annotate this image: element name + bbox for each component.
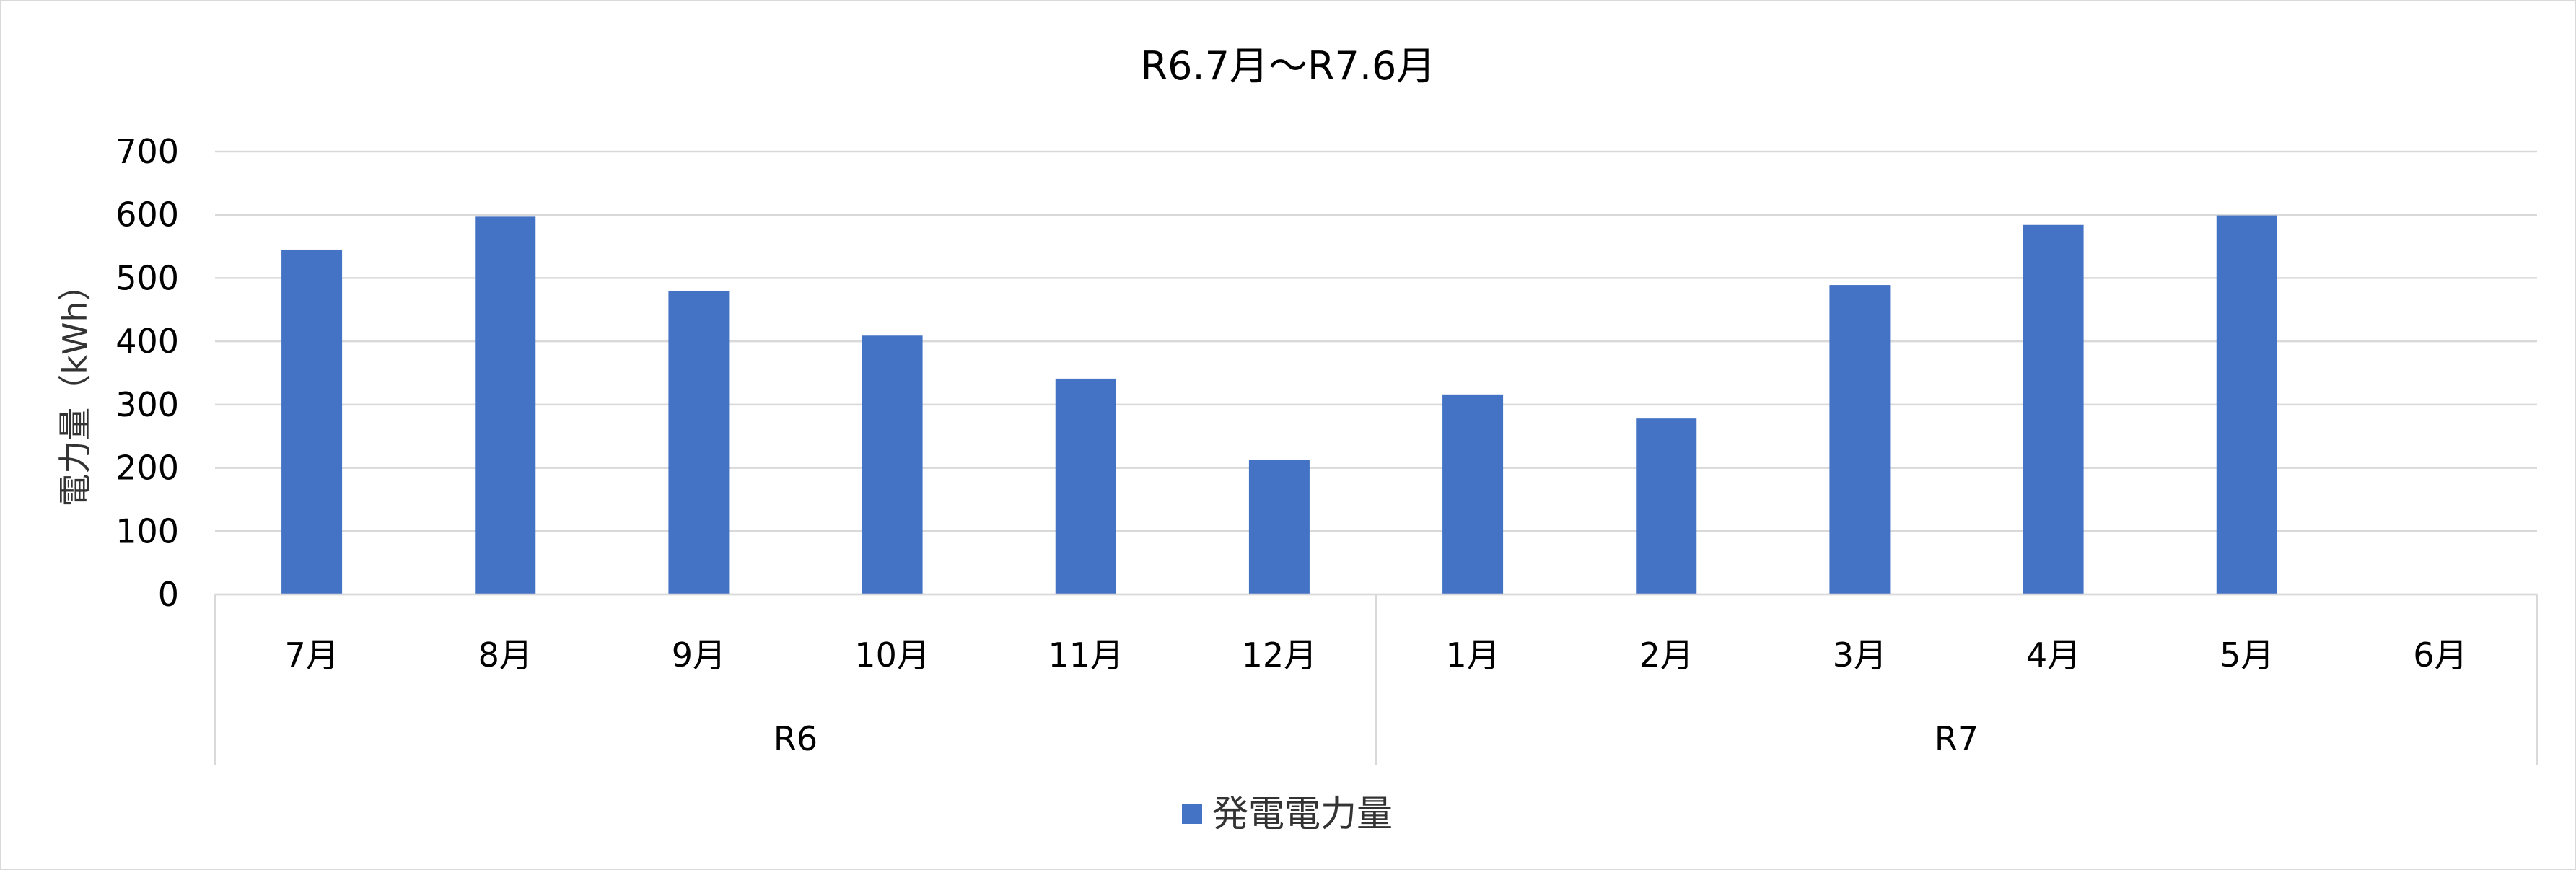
legend: 発電電力量 bbox=[1182, 793, 1393, 835]
bar bbox=[862, 335, 923, 594]
legend-swatch bbox=[1182, 804, 1202, 824]
bar bbox=[2023, 224, 2084, 595]
x-axis: 7月 8月 9月 10月 11月 12月 1月 2月 3月 4月 5月 6月 R6 R7 bbox=[214, 593, 2538, 765]
y-tick-label: 300 bbox=[115, 385, 179, 424]
x-tick-label: 10月 bbox=[854, 636, 930, 675]
bar bbox=[1829, 285, 1891, 594]
y-tick-label: 100 bbox=[115, 511, 179, 550]
x-tick-label: 6月 bbox=[2413, 636, 2467, 675]
y-axis-title: 電力量（kWh） bbox=[56, 268, 95, 506]
y-tick-label: 400 bbox=[115, 322, 179, 361]
x-tick-label: 9月 bbox=[672, 636, 726, 675]
gridlines bbox=[215, 150, 2537, 596]
x-tick-label: 11月 bbox=[1048, 636, 1123, 675]
x-tick-label: 3月 bbox=[1833, 636, 1887, 675]
x-tick-label: 7月 bbox=[284, 636, 338, 675]
x-tick-label: 5月 bbox=[2220, 636, 2274, 675]
bars bbox=[281, 215, 2277, 595]
x-tick-label: 12月 bbox=[1242, 636, 1318, 675]
x-tick-label: 1月 bbox=[1445, 636, 1499, 675]
y-tick-label: 600 bbox=[115, 195, 179, 234]
y-tick-label: 0 bbox=[158, 575, 179, 614]
x-tick-label: 8月 bbox=[478, 636, 533, 675]
x-tick-label: 2月 bbox=[1639, 636, 1694, 675]
chart-title: R6.7月～R7.6月 bbox=[1141, 43, 1436, 89]
bar bbox=[1442, 394, 1504, 594]
y-tick-label: 700 bbox=[115, 132, 179, 171]
group-label: R7 bbox=[1935, 719, 1979, 758]
bar bbox=[1248, 460, 1310, 594]
legend-label: 発電電力量 bbox=[1212, 793, 1393, 835]
y-axis-ticks: 0 100 200 300 400 500 600 700 bbox=[115, 132, 179, 614]
group-label: R6 bbox=[774, 719, 818, 758]
bar bbox=[1636, 418, 1697, 594]
bar bbox=[668, 290, 730, 594]
y-tick-label: 500 bbox=[115, 258, 179, 297]
bar bbox=[281, 249, 343, 594]
bar bbox=[1055, 378, 1116, 594]
x-tick-label: 4月 bbox=[2026, 636, 2080, 675]
bar bbox=[2216, 215, 2277, 594]
y-tick-label: 200 bbox=[115, 449, 179, 488]
bar bbox=[475, 216, 536, 594]
